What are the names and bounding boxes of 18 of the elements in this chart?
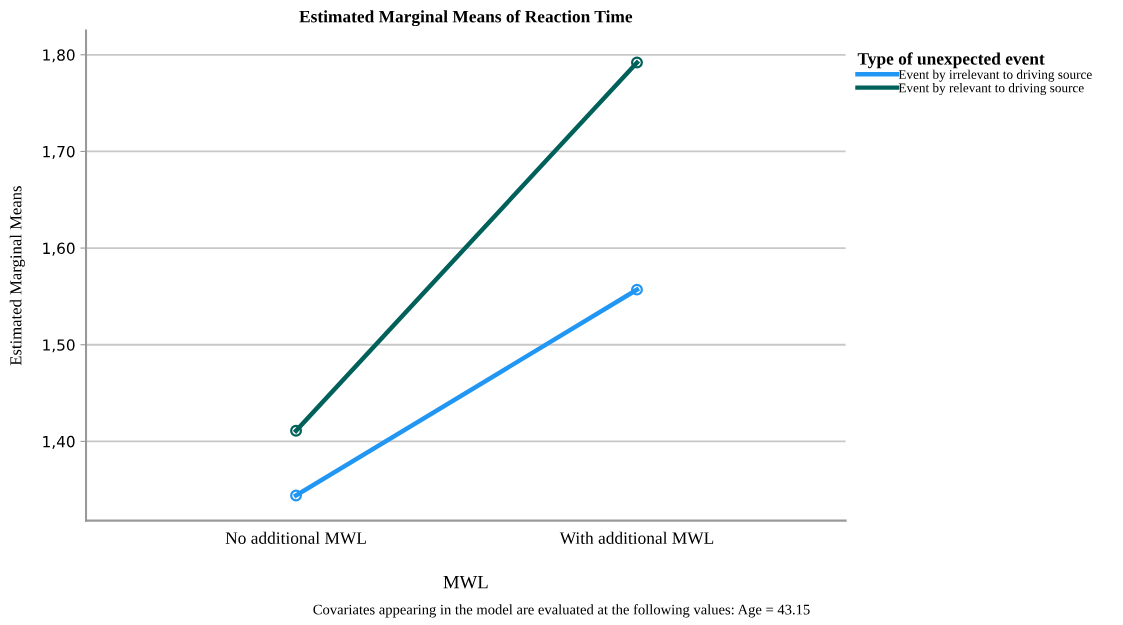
y-tick-label: 1,50 xyxy=(43,339,75,353)
text: Covariates appearing in the model are evaluated at the following values: Age = 43.15 xyxy=(313,604,810,618)
x-tick-label: With additional MWL xyxy=(559,531,714,545)
legend-label: Event by relevant to driving source xyxy=(898,83,1084,96)
y-tick-label: 1,40 xyxy=(43,435,75,449)
y-tick-label: 1,80 xyxy=(43,49,75,63)
x-tick-label: No additional MWL xyxy=(225,531,366,545)
x-axis-title: MWL xyxy=(443,575,488,589)
point xyxy=(631,56,643,69)
legend-label: Event by irrelevant to driving source xyxy=(898,69,1092,82)
chart-title: Estimated Marginal Means of Reaction Time xyxy=(299,10,633,27)
point xyxy=(290,489,303,502)
point xyxy=(290,424,303,437)
y-tick-label: 1,70 xyxy=(43,145,75,160)
y-axis-title: Estimated Marginal Means xyxy=(9,186,25,366)
point xyxy=(631,283,643,296)
y-tick-label: 1,60 xyxy=(43,242,75,256)
legend-title: Type of unexpected event xyxy=(857,52,1045,69)
